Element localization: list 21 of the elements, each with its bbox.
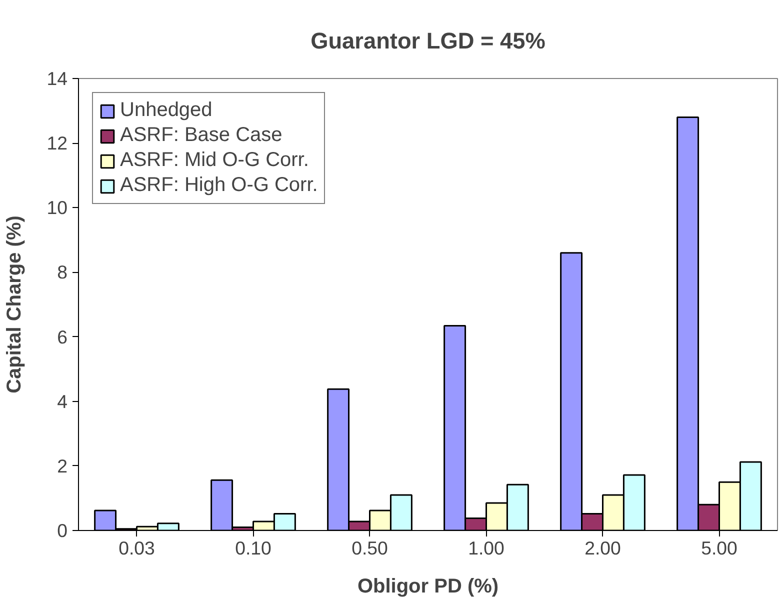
x-tick-label: 5.00: [701, 538, 738, 558]
y-tick-label: 8: [57, 262, 68, 283]
x-tick-label: 0.03: [118, 538, 155, 558]
y-tick-label: 0: [57, 520, 68, 541]
x-axis-title: Obligor PD (%): [357, 576, 499, 598]
y-tick-label: 4: [57, 390, 68, 412]
legend-label: ASRF: Mid O-G Corr.: [120, 149, 309, 172]
chart-title: Guarantor LGD = 45%: [310, 28, 546, 54]
x-tick-label: 1.00: [468, 538, 504, 558]
y-tick-label: 2: [57, 455, 68, 476]
legend-label: ASRF: High O-G Corr.: [120, 174, 318, 197]
y-tick-label: 6: [57, 326, 68, 348]
x-tick-label: 0.50: [352, 538, 388, 558]
y-tick-label: 12: [46, 132, 68, 154]
legend-label: Unhedged: [120, 99, 212, 122]
y-axis-title: Capital Charge (%): [4, 216, 26, 394]
x-tick-label: 0.10: [235, 538, 272, 558]
x-tick-label: 2.00: [584, 538, 621, 558]
y-tick-label: 14: [46, 68, 68, 89]
y-tick-label: 10: [46, 197, 68, 218]
legend-label: ASRF: Base Case: [120, 124, 282, 147]
